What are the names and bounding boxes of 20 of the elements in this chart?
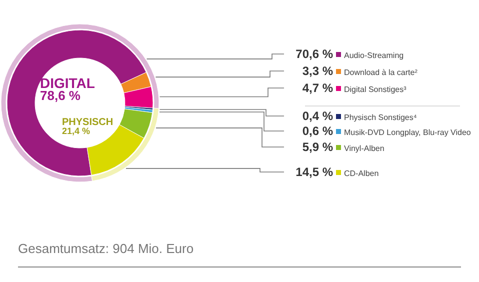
data-label: 14,5 %	[296, 165, 334, 179]
text: Gesamtumsatz: 904 Mio. Euro	[18, 241, 194, 256]
data-label: 5,9 %	[302, 140, 334, 154]
data-label: 0,6 %	[302, 124, 334, 138]
slice-label: PHYSISCH	[62, 117, 114, 128]
legend-label: Musik-DVD Longplay, Blu-ray Video	[344, 128, 472, 137]
data-label: 0,4 %	[302, 109, 334, 123]
legend-label: Digital Sonstiges³	[344, 85, 407, 94]
legend-label: CD-Alben	[344, 169, 379, 178]
slice-label: DIGITAL	[40, 75, 96, 91]
legend-label: Download à la carte²	[344, 68, 418, 77]
legend-label: Physisch Sonstiges⁴	[344, 113, 418, 122]
data-label: 78,6 %	[40, 88, 81, 103]
data-label: 4,7 %	[302, 81, 334, 95]
data-label: 21,4 %	[62, 126, 90, 136]
data-label: 3,3 %	[302, 64, 334, 78]
data-label: 70,6 %	[296, 47, 334, 61]
donut-slice	[0, 24, 160, 182]
legend-label: Vinyl-Alben	[344, 144, 384, 153]
legend-label: Audio-Streaming	[344, 51, 404, 60]
